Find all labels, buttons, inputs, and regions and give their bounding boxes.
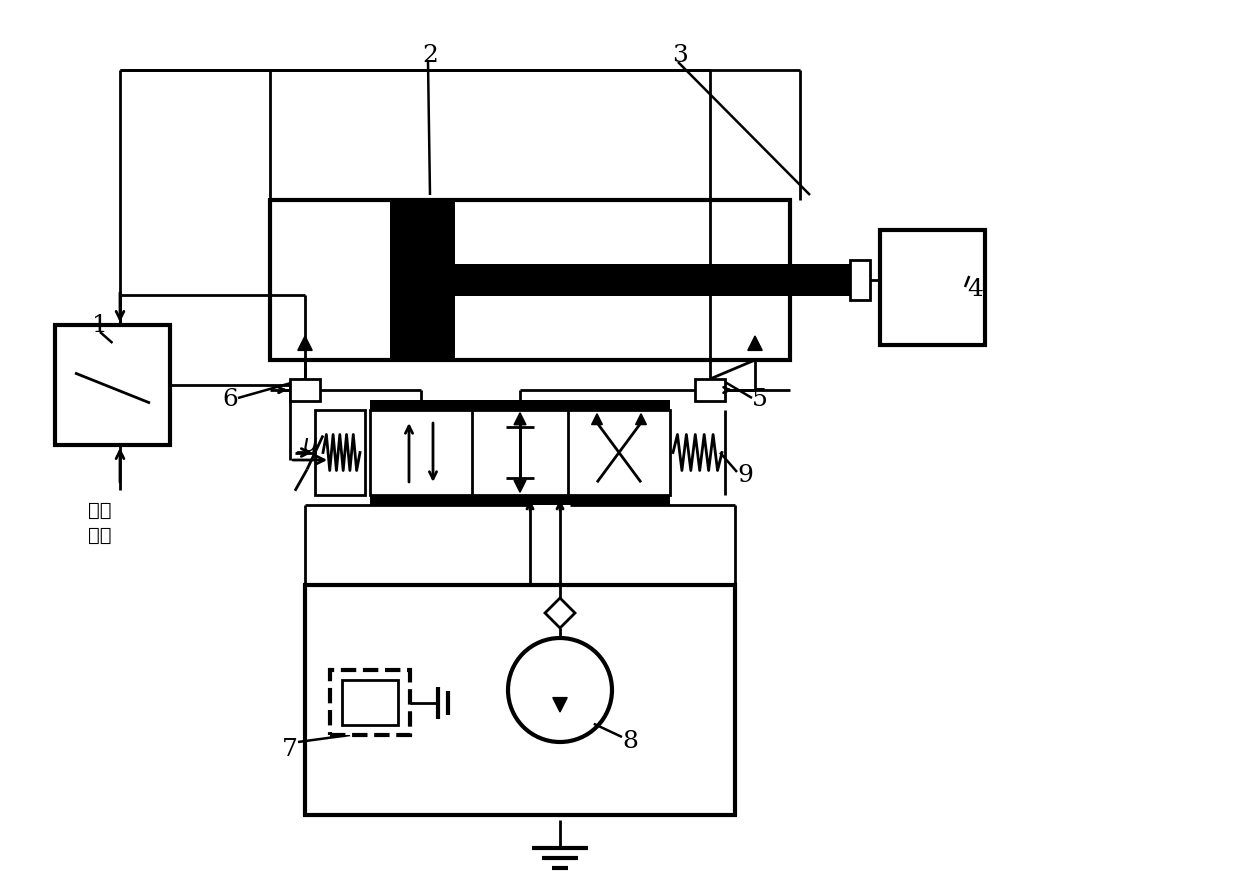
Bar bbox=[315, 410, 365, 495]
Text: 指令: 指令 bbox=[88, 500, 112, 520]
Bar bbox=[391, 200, 455, 360]
Text: 5: 5 bbox=[753, 389, 768, 411]
Bar bbox=[880, 230, 985, 345]
Text: 1: 1 bbox=[92, 313, 108, 336]
Text: $u$: $u$ bbox=[303, 433, 317, 457]
Bar bbox=[342, 680, 398, 725]
Text: 4: 4 bbox=[967, 279, 983, 302]
Bar bbox=[694, 379, 725, 401]
Polygon shape bbox=[546, 598, 575, 628]
Polygon shape bbox=[636, 414, 646, 425]
Polygon shape bbox=[553, 698, 567, 712]
Polygon shape bbox=[515, 481, 526, 492]
Text: 7: 7 bbox=[281, 739, 298, 762]
Text: 8: 8 bbox=[622, 731, 637, 754]
Text: 2: 2 bbox=[422, 44, 438, 67]
Bar bbox=[305, 585, 735, 815]
Bar bbox=[55, 325, 170, 445]
Polygon shape bbox=[748, 336, 763, 351]
Polygon shape bbox=[591, 414, 603, 425]
Bar bbox=[370, 495, 670, 505]
Bar bbox=[849, 260, 870, 300]
Bar bbox=[370, 410, 670, 495]
Polygon shape bbox=[298, 336, 312, 351]
Bar bbox=[455, 264, 849, 296]
Text: 信号: 信号 bbox=[88, 525, 112, 545]
Text: 9: 9 bbox=[737, 464, 753, 487]
Text: 6: 6 bbox=[222, 389, 238, 411]
Text: 3: 3 bbox=[672, 44, 688, 67]
Polygon shape bbox=[515, 413, 526, 425]
Bar bbox=[270, 200, 790, 360]
Bar bbox=[330, 670, 410, 735]
Bar bbox=[290, 379, 320, 401]
Bar bbox=[370, 400, 670, 410]
